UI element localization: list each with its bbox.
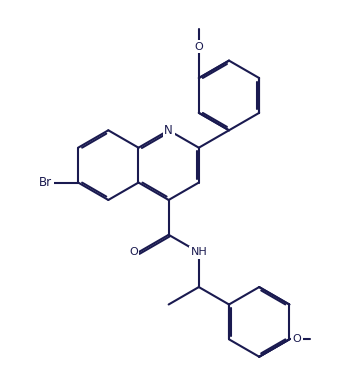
Text: O: O: [194, 42, 203, 52]
Text: Br: Br: [39, 176, 52, 189]
Text: N: N: [164, 124, 173, 137]
Text: O: O: [293, 334, 301, 344]
Text: NH: NH: [190, 247, 207, 257]
Text: O: O: [129, 247, 138, 257]
